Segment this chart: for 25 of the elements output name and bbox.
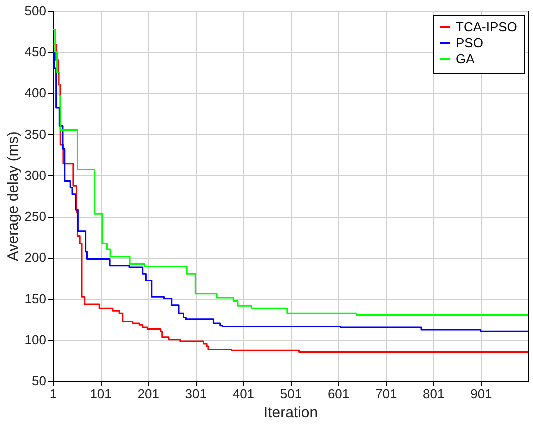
x-tick-label: 701 — [375, 386, 398, 402]
x-tick-label: 601 — [328, 386, 350, 402]
y-tick-label: 350 — [24, 126, 46, 142]
x-tick-label: 101 — [90, 386, 112, 402]
x-tick-label: 501 — [280, 386, 302, 402]
y-tick-label: 200 — [24, 250, 46, 266]
x-tick-label: 901 — [470, 386, 492, 402]
legend-label: GA — [456, 52, 476, 66]
x-axis-title: Iteration — [264, 404, 318, 422]
x-tick-label: 301 — [185, 386, 207, 402]
legend-label: TCA-IPSO — [456, 20, 518, 34]
x-tick-label: 1 — [50, 386, 58, 402]
x-tick-label: 201 — [138, 386, 160, 402]
y-tick-label: 100 — [24, 332, 46, 348]
legend-label: PSO — [456, 36, 484, 50]
x-tick-label: 801 — [423, 386, 445, 402]
y-tick-label: 300 — [24, 168, 46, 183]
y-tick-label: 500 — [24, 4, 46, 18]
y-tick-label: 150 — [24, 291, 46, 306]
x-tick-label: 401 — [232, 386, 255, 402]
y-tick-label: 400 — [24, 86, 46, 101]
y-tick-label: 50 — [32, 374, 46, 388]
y-axis-title: Average delay (ms) — [4, 132, 22, 262]
y-tick-label: 250 — [24, 209, 46, 224]
y-tick-label: 450 — [24, 44, 46, 60]
